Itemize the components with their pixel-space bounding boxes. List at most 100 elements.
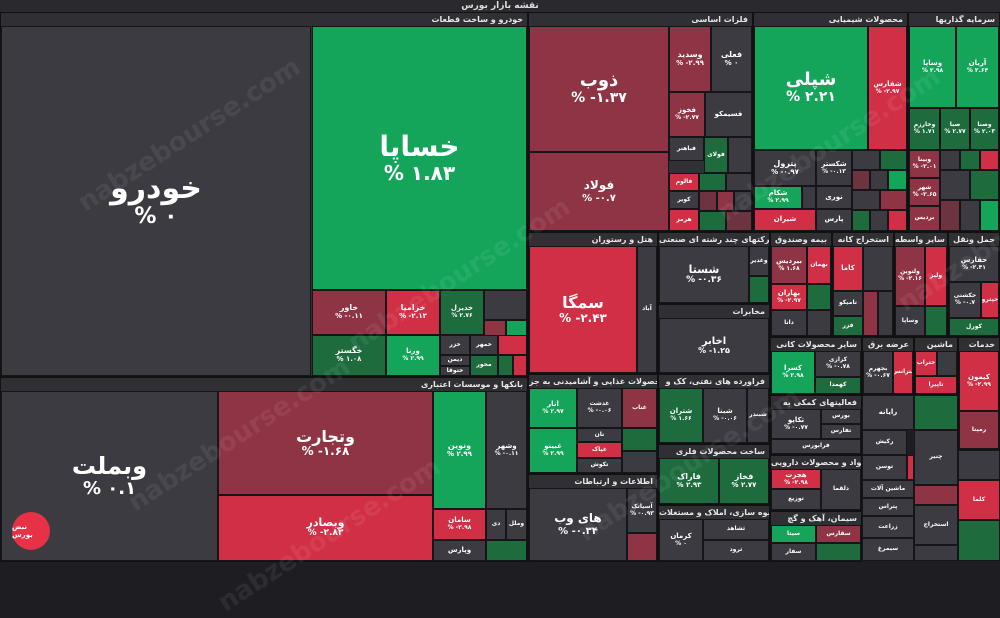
tile-minor[interactable] xyxy=(863,246,893,291)
tile-minor[interactable] xyxy=(940,200,960,231)
tile-nshokar[interactable]: تکوش xyxy=(577,458,622,473)
tile-abad[interactable]: آباد xyxy=(637,246,657,373)
tile-minor[interactable] xyxy=(728,137,752,173)
tile-tapira[interactable]: تاپیرا xyxy=(915,376,957,394)
tile-alumina[interactable]: فالوم xyxy=(669,173,699,191)
tile-kalma[interactable]: کلما xyxy=(958,480,1000,520)
tile-khtoosa[interactable]: ختوقا xyxy=(440,366,470,376)
tile-fjahaz[interactable]: فباهنر xyxy=(669,137,704,161)
tile-dimen[interactable]: دیمن xyxy=(440,355,470,366)
tile-minor[interactable] xyxy=(852,210,870,231)
tile-vliz[interactable]: ولیز xyxy=(925,246,947,306)
tile-minor[interactable] xyxy=(749,276,769,303)
tile-fkhaz[interactable]: فخاز% ۲.۷۷ xyxy=(719,458,769,504)
tile-khzar[interactable]: خزر xyxy=(440,335,470,355)
tile-minor[interactable] xyxy=(937,351,957,376)
tile-mhvar[interactable]: محور xyxy=(470,355,498,376)
tile-minor[interactable] xyxy=(888,170,907,190)
tile-minor[interactable] xyxy=(852,170,870,190)
tile-hpeyma[interactable]: حپترو xyxy=(981,282,999,318)
tile-tamiko[interactable]: تامیکو xyxy=(833,291,863,316)
tile-thshahd[interactable]: ثشاهد xyxy=(703,519,769,540)
tile-shkam[interactable]: شکام% ۲.۹۹ xyxy=(754,186,802,209)
tile-tan[interactable]: تان xyxy=(577,428,622,442)
tile-khgostar[interactable]: خگستر% ۱.۰۸ xyxy=(312,335,386,376)
tile-minor[interactable] xyxy=(816,543,861,561)
tile-vbina[interactable]: وبینا% -۲.۰۱ xyxy=(909,150,940,178)
tile-vsadid[interactable]: وسدید% -۲.۹۹ xyxy=(669,26,711,92)
tile-bidis[interactable]: بیردیس% ۱.۶۸ xyxy=(771,246,807,284)
tile-simorgh[interactable]: سیمرغ xyxy=(862,538,914,561)
tile-vmellal[interactable]: وملل xyxy=(506,509,527,540)
tile-ghnab[interactable]: غناب xyxy=(622,388,657,428)
tile-fkhooz[interactable]: فخوز% -۲.۷۷ xyxy=(669,92,705,137)
tile-shbina[interactable]: شبنا% -۰.۰۶ xyxy=(703,388,747,443)
tile-bpas[interactable]: بهاران% -۲.۹۷ xyxy=(771,284,807,310)
tile-fooolad[interactable]: فولاد% -۰.۷ xyxy=(529,152,669,231)
tile-vnovin[interactable]: ونوین% ۲.۹۹ xyxy=(433,391,486,509)
tile-vsapa[interactable]: وساپا% ۲.۹۸ xyxy=(909,26,956,108)
tile-minor[interactable] xyxy=(852,190,880,210)
tile-hkashti[interactable]: حکشتی% -۰.۷ xyxy=(949,282,981,318)
tile-kesra[interactable]: کسرا% ۲.۹۸ xyxy=(771,351,815,394)
tile-khodro[interactable]: خودرو% ۰ xyxy=(1,26,311,376)
tile-minor[interactable] xyxy=(888,210,907,231)
tile-khdizel[interactable]: خدیزل% ۲.۷۶ xyxy=(440,290,484,335)
tile-akhabar[interactable]: اخابر% -۱.۲۵ xyxy=(659,318,769,373)
tile-vsalman[interactable]: سامان% -۲.۹۸ xyxy=(433,509,486,540)
tile-minor[interactable] xyxy=(699,173,726,191)
tile-pars[interactable]: پارس xyxy=(816,209,852,231)
tile-minor[interactable] xyxy=(940,170,970,200)
tile-minor[interactable] xyxy=(914,545,958,561)
tile-minor[interactable] xyxy=(486,540,527,561)
tile-ghbina[interactable]: غبینو% ۲.۹۹ xyxy=(529,428,577,473)
tile-fsimco[interactable]: فسیمکو xyxy=(705,92,752,137)
tile-sfara[interactable]: سفار xyxy=(771,543,816,561)
tile-semga[interactable]: سمگا% -۲.۴۳ xyxy=(529,246,637,373)
tile-mashin-alat[interactable]: ماشین آلات xyxy=(862,480,914,498)
tile-sfars[interactable]: سفارس xyxy=(816,525,861,543)
tile-vsapa2[interactable]: وساپا xyxy=(895,306,925,336)
tile-minor[interactable] xyxy=(880,190,907,210)
tile-minor[interactable] xyxy=(717,191,734,211)
tile-hormoz[interactable]: هرمز xyxy=(669,209,699,231)
tile-minor[interactable] xyxy=(622,428,657,451)
tile-minor[interactable] xyxy=(958,450,1000,480)
tile-fkhak[interactable]: فاراک% ۲.۹۳ xyxy=(659,458,719,504)
tile-minor[interactable] xyxy=(498,355,513,376)
tile-minor[interactable] xyxy=(699,211,726,231)
tile-bahman[interactable]: بهمان xyxy=(807,246,831,284)
tile-vbsader[interactable]: وبصادر% -۲.۸۳ xyxy=(218,495,433,561)
tile-faraber[interactable]: فرابورس xyxy=(771,439,861,454)
tile-zeraat[interactable]: زراعت xyxy=(862,516,914,538)
tile-vtejarat[interactable]: وتجارت% -۱.۶۸ xyxy=(218,391,433,495)
tile-kama[interactable]: کاما xyxy=(833,246,863,291)
tile-khmhor[interactable]: خمهر xyxy=(470,335,498,355)
tile-shiran[interactable]: شیران xyxy=(754,209,816,231)
tile-kerazi[interactable]: کرازی% -۰.۷۸ xyxy=(815,351,861,377)
tile-asiatek[interactable]: آسیاتک% -۰.۹۳ xyxy=(627,488,657,533)
tile-minor[interactable] xyxy=(940,150,960,170)
tile-vkharazm[interactable]: وخارزم% ۱.۷۱ xyxy=(909,108,940,150)
tile-minor[interactable] xyxy=(734,191,752,211)
tile-kavir[interactable]: کویر xyxy=(669,191,699,209)
tile-minor[interactable] xyxy=(498,335,527,355)
tile-minor[interactable] xyxy=(980,200,999,231)
tile-minor[interactable] xyxy=(960,150,980,170)
tile-minor[interactable] xyxy=(699,191,717,211)
tile-dlqma[interactable]: دلقما xyxy=(821,469,861,510)
tile-vshahr[interactable]: وشهر% -۰.۱۱ xyxy=(486,391,527,509)
tile-minor[interactable] xyxy=(907,455,914,480)
tile-khzamia[interactable]: خزامیا% -۲.۱۳ xyxy=(386,290,440,335)
tile-fezar[interactable]: فزر xyxy=(833,316,863,336)
tile-ghnosh[interactable]: غدشت% -۰.۰۶ xyxy=(577,388,622,428)
tile-minor[interactable] xyxy=(863,291,878,336)
tile-shkaster[interactable]: شکستر% -۰.۱۳ xyxy=(816,150,852,186)
tile-tkochak[interactable]: تکاپو% -۰.۷۷ xyxy=(771,409,821,439)
tile-minor[interactable] xyxy=(807,310,831,336)
tile-minor[interactable] xyxy=(484,320,506,336)
tile-minor[interactable] xyxy=(880,150,907,170)
tile-kooril[interactable]: کورل xyxy=(949,318,999,336)
tile-sita[interactable]: سیتا xyxy=(771,525,816,543)
tile-minor[interactable] xyxy=(852,150,880,170)
